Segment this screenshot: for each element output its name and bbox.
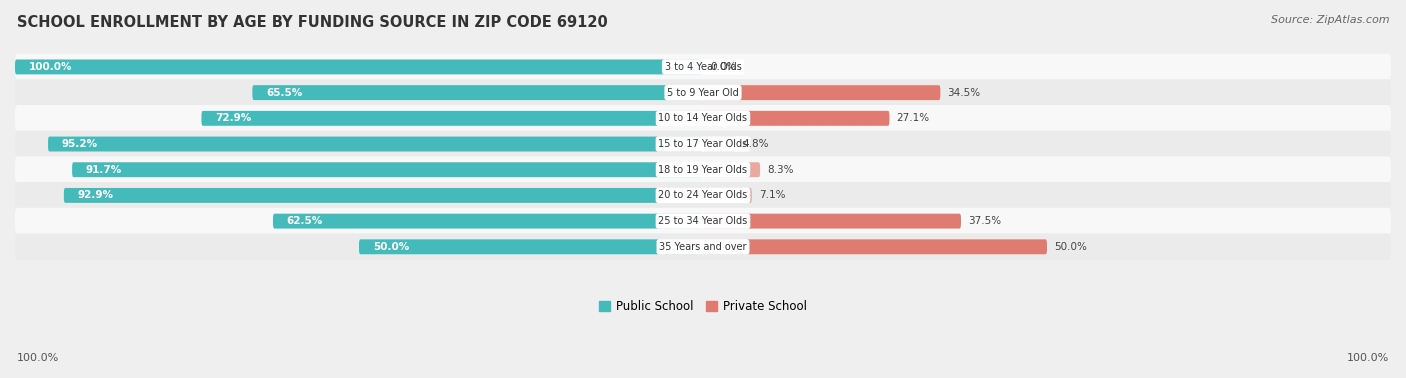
Text: 5 to 9 Year Old: 5 to 9 Year Old [666, 88, 740, 98]
Text: SCHOOL ENROLLMENT BY AGE BY FUNDING SOURCE IN ZIP CODE 69120: SCHOOL ENROLLMENT BY AGE BY FUNDING SOUR… [17, 15, 607, 30]
Text: 0.0%: 0.0% [710, 62, 737, 72]
Text: 92.9%: 92.9% [77, 191, 114, 200]
FancyBboxPatch shape [703, 239, 1047, 254]
FancyBboxPatch shape [63, 188, 703, 203]
Text: 25 to 34 Year Olds: 25 to 34 Year Olds [658, 216, 748, 226]
FancyBboxPatch shape [703, 188, 752, 203]
FancyBboxPatch shape [15, 156, 1391, 183]
FancyBboxPatch shape [15, 59, 703, 74]
FancyBboxPatch shape [703, 111, 890, 126]
Text: 95.2%: 95.2% [62, 139, 98, 149]
FancyBboxPatch shape [201, 111, 703, 126]
Text: 72.9%: 72.9% [215, 113, 252, 123]
Text: 100.0%: 100.0% [17, 353, 59, 363]
Text: 20 to 24 Year Olds: 20 to 24 Year Olds [658, 191, 748, 200]
FancyBboxPatch shape [48, 136, 703, 152]
Text: 27.1%: 27.1% [897, 113, 929, 123]
FancyBboxPatch shape [15, 54, 1391, 80]
Text: 4.8%: 4.8% [742, 139, 769, 149]
FancyBboxPatch shape [252, 85, 703, 100]
FancyBboxPatch shape [703, 214, 960, 229]
FancyBboxPatch shape [273, 214, 703, 229]
FancyBboxPatch shape [703, 85, 941, 100]
FancyBboxPatch shape [72, 162, 703, 177]
FancyBboxPatch shape [15, 234, 1391, 260]
Text: 91.7%: 91.7% [86, 165, 122, 175]
FancyBboxPatch shape [703, 136, 735, 152]
Text: 50.0%: 50.0% [1054, 242, 1087, 252]
Text: 37.5%: 37.5% [967, 216, 1001, 226]
FancyBboxPatch shape [15, 131, 1391, 157]
Text: 15 to 17 Year Olds: 15 to 17 Year Olds [658, 139, 748, 149]
Text: 35 Years and over: 35 Years and over [659, 242, 747, 252]
Text: 18 to 19 Year Olds: 18 to 19 Year Olds [658, 165, 748, 175]
Text: 100.0%: 100.0% [1347, 353, 1389, 363]
FancyBboxPatch shape [15, 79, 1391, 106]
Text: 10 to 14 Year Olds: 10 to 14 Year Olds [658, 113, 748, 123]
Text: Source: ZipAtlas.com: Source: ZipAtlas.com [1271, 15, 1389, 25]
FancyBboxPatch shape [15, 208, 1391, 234]
FancyBboxPatch shape [15, 182, 1391, 209]
FancyBboxPatch shape [703, 162, 761, 177]
Text: 34.5%: 34.5% [948, 88, 980, 98]
Text: 8.3%: 8.3% [768, 165, 793, 175]
Text: 50.0%: 50.0% [373, 242, 409, 252]
FancyBboxPatch shape [15, 105, 1391, 132]
Legend: Public School, Private School: Public School, Private School [599, 301, 807, 313]
Text: 65.5%: 65.5% [266, 88, 302, 98]
Text: 3 to 4 Year Olds: 3 to 4 Year Olds [665, 62, 741, 72]
Text: 7.1%: 7.1% [759, 191, 785, 200]
Text: 62.5%: 62.5% [287, 216, 323, 226]
Text: 100.0%: 100.0% [28, 62, 72, 72]
FancyBboxPatch shape [359, 239, 703, 254]
